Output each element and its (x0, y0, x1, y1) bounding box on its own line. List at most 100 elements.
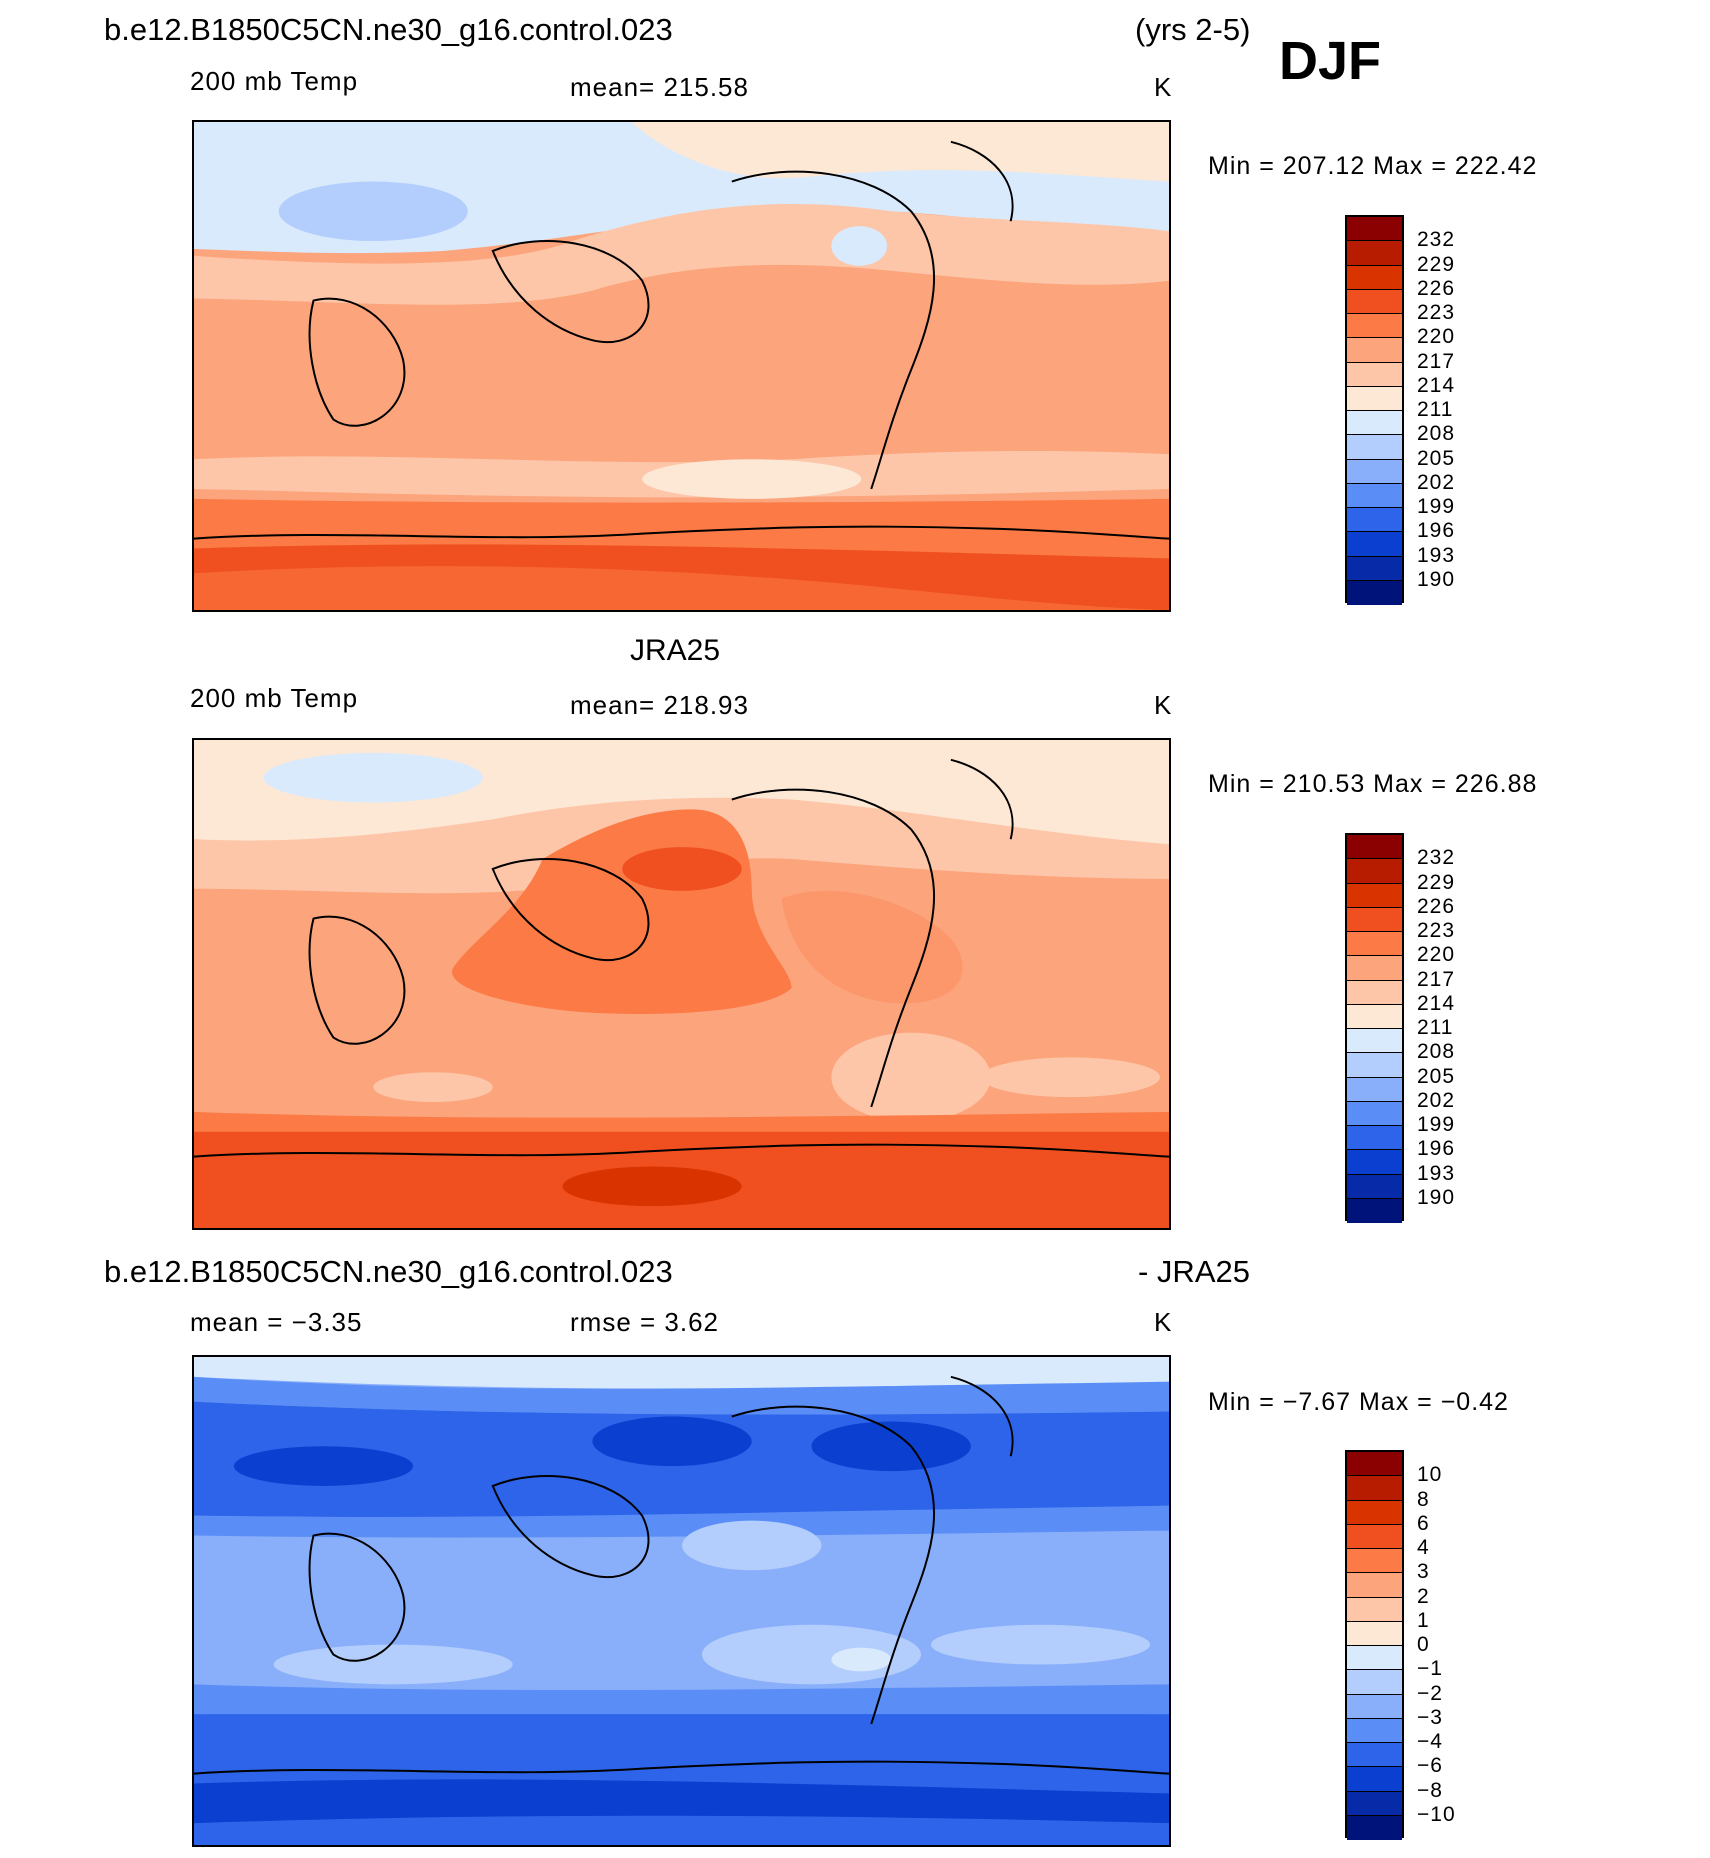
colorbar-label: 196 (1417, 519, 1456, 543)
colorbar-label: 199 (1417, 1113, 1456, 1136)
colorbar-swatch (1347, 1198, 1402, 1223)
colorbar-swatch (1347, 1767, 1402, 1792)
colorbar-swatch (1347, 1500, 1402, 1525)
colorbar-swatch (1347, 1549, 1402, 1574)
colorbar-label: −3 (1417, 1705, 1443, 1729)
colorbar-swatch (1347, 217, 1402, 242)
colorbar-swatch (1347, 883, 1402, 908)
panel3-title-right: - JRA25 (1138, 1254, 1250, 1289)
colorbar-label: 202 (1417, 470, 1456, 494)
colorbar-swatch (1347, 435, 1402, 460)
colorbar-swatch (1347, 1597, 1402, 1622)
colorbar-swatch (1347, 1743, 1402, 1768)
panel2-title: JRA25 (630, 634, 721, 667)
panel2-contour-map (194, 740, 1169, 1228)
colorbar-label: 232 (1417, 846, 1456, 870)
colorbar-label: 0 (1417, 1633, 1430, 1656)
colorbar-swatch (1347, 532, 1402, 557)
colorbar-label: 205 (1417, 1064, 1456, 1088)
colorbar-swatch (1347, 1150, 1402, 1175)
colorbar-label: 220 (1417, 943, 1456, 967)
panel3-title: b.e12.B1850C5CN.ne30_g16.control.023 (104, 1254, 673, 1289)
colorbar-label: 229 (1417, 870, 1456, 894)
colorbar-label: 232 (1417, 228, 1456, 252)
panel1-colorbar (1345, 215, 1404, 605)
colorbar-label: 10 (1417, 1463, 1443, 1487)
colorbar-label: 208 (1417, 1040, 1456, 1064)
colorbar-label: 214 (1417, 373, 1456, 397)
panel3-rmse-label: rmse = 3.62 (570, 1307, 720, 1337)
season-label: DJF (1279, 31, 1382, 91)
panel2-map (192, 738, 1171, 1230)
colorbar-swatch (1347, 1694, 1402, 1719)
colorbar-label: 223 (1417, 919, 1456, 942)
colorbar-label: 190 (1417, 567, 1456, 591)
colorbar-label: −2 (1417, 1681, 1443, 1705)
panel3-map (192, 1355, 1171, 1847)
colorbar-label: 211 (1417, 398, 1454, 421)
panel3-units-label: K (1154, 1307, 1173, 1337)
colorbar-swatch (1347, 1524, 1402, 1549)
colorbar-swatch (1347, 1053, 1402, 1078)
colorbar-swatch (1347, 338, 1402, 363)
panel2-variable-label: 200 mb Temp (190, 683, 359, 713)
colorbar-swatch (1347, 362, 1402, 387)
colorbar-swatch (1347, 265, 1402, 290)
colorbar-label: 205 (1417, 446, 1456, 470)
colorbar-swatch (1347, 1101, 1402, 1126)
colorbar-label: 193 (1417, 543, 1456, 567)
panel3-minmax: Min = −7.67 Max = −0.42 (1208, 1388, 1509, 1416)
colorbar-swatch (1347, 386, 1402, 411)
colorbar-label: 2 (1417, 1584, 1430, 1608)
colorbar-label: 214 (1417, 991, 1456, 1015)
panel2-units-label: K (1154, 690, 1173, 720)
colorbar-label: 193 (1417, 1161, 1456, 1185)
colorbar-swatch (1347, 1670, 1402, 1695)
colorbar-label: −8 (1417, 1778, 1443, 1802)
colorbar-swatch (1347, 483, 1402, 508)
colorbar-swatch (1347, 241, 1402, 266)
colorbar-label: 190 (1417, 1185, 1456, 1209)
colorbar-label: 4 (1417, 1536, 1430, 1559)
panel1-units-label: K (1154, 72, 1173, 102)
panel3-contour-map (194, 1357, 1169, 1845)
colorbar-swatch (1347, 980, 1402, 1005)
colorbar-label: 223 (1417, 301, 1456, 324)
colorbar-swatch (1347, 314, 1402, 339)
colorbar-label: 1 (1417, 1608, 1430, 1632)
years-label: (yrs 2-5) (1135, 12, 1251, 47)
colorbar-label: 217 (1417, 349, 1456, 373)
colorbar-swatch (1347, 1791, 1402, 1816)
colorbar-swatch (1347, 1077, 1402, 1102)
colorbar-swatch (1347, 289, 1402, 314)
colorbar-swatch (1347, 835, 1402, 860)
panel2-mean-label: mean= 218.93 (570, 690, 749, 720)
colorbar-label: 217 (1417, 967, 1456, 991)
colorbar-swatch (1347, 1126, 1402, 1151)
colorbar-swatch (1347, 1646, 1402, 1671)
colorbar-label: 211 (1417, 1016, 1454, 1039)
colorbar-swatch (1347, 1174, 1402, 1199)
colorbar-label: −1 (1417, 1657, 1443, 1681)
colorbar-swatch (1347, 907, 1402, 932)
colorbar-label: −6 (1417, 1754, 1443, 1778)
panel1-map (192, 120, 1171, 612)
colorbar-label: −4 (1417, 1730, 1443, 1753)
colorbar-label: 229 (1417, 252, 1456, 276)
colorbar-swatch (1347, 1452, 1402, 1477)
panel3-mean-label: mean = −3.35 (190, 1307, 363, 1337)
colorbar-label: 220 (1417, 325, 1456, 349)
colorbar-swatch (1347, 859, 1402, 884)
colorbar-swatch (1347, 1815, 1402, 1840)
colorbar-swatch (1347, 1573, 1402, 1598)
colorbar-swatch (1347, 508, 1402, 533)
colorbar-swatch (1347, 1718, 1402, 1743)
colorbar-label: 226 (1417, 276, 1456, 300)
colorbar-label: 196 (1417, 1137, 1456, 1161)
colorbar-label: −10 (1417, 1802, 1456, 1826)
colorbar-label: 199 (1417, 495, 1456, 518)
panel1-minmax: Min = 207.12 Max = 222.42 (1208, 152, 1538, 180)
panel2-colorbar (1345, 833, 1404, 1223)
panel1-contour-map (194, 122, 1169, 610)
colorbar-swatch (1347, 1621, 1402, 1646)
